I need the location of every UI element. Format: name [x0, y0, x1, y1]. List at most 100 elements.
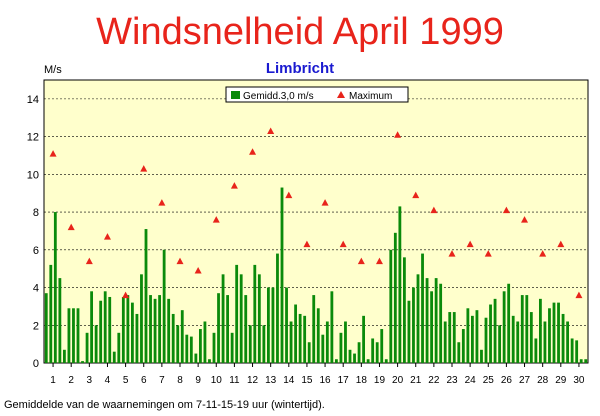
bar — [448, 312, 452, 363]
maximum-marker — [230, 182, 238, 189]
bar — [493, 298, 497, 363]
bar — [149, 295, 152, 363]
maximum-marker — [49, 150, 57, 157]
bar — [108, 296, 112, 363]
x-tick-label: 10 — [211, 375, 223, 386]
maximum-marker — [430, 206, 438, 214]
bar — [90, 291, 94, 363]
maximum-marker — [67, 223, 75, 231]
x-tick-label: 30 — [573, 375, 585, 386]
bar — [393, 232, 397, 363]
maximum-marker — [321, 199, 329, 206]
bar — [167, 298, 171, 363]
bar — [434, 278, 438, 363]
bar — [575, 340, 579, 363]
bar — [516, 321, 520, 363]
x-tick-label: 15 — [301, 375, 313, 386]
bar — [325, 321, 329, 363]
bar — [425, 278, 429, 363]
legend-maximum-swatch — [337, 91, 345, 98]
y-tick-label: 0 — [33, 358, 39, 370]
chart-subtitle: Limbricht — [266, 60, 334, 77]
x-tick-label: 27 — [519, 375, 531, 386]
x-tick-label: 5 — [123, 375, 129, 386]
bar — [520, 295, 524, 363]
bar — [307, 342, 311, 363]
x-tick-label: 16 — [320, 375, 332, 386]
bar — [266, 287, 270, 363]
maximum-marker — [140, 165, 148, 172]
bar — [212, 332, 216, 363]
bar — [525, 295, 529, 363]
bar — [253, 264, 257, 363]
x-tick-label: 12 — [247, 375, 259, 386]
bar — [280, 187, 284, 363]
x-tick-label: 22 — [428, 375, 440, 386]
bar — [198, 329, 202, 363]
bar — [579, 359, 583, 363]
x-tick-label: 1 — [50, 375, 56, 386]
bar — [353, 353, 356, 363]
legend-box — [225, 86, 409, 103]
x-tick-label: 21 — [410, 375, 422, 386]
x-tick-label: 17 — [338, 375, 350, 386]
bar — [285, 287, 288, 363]
bar — [203, 321, 207, 363]
y-tick-label: 12 — [27, 132, 39, 144]
bar — [158, 295, 162, 363]
bar — [130, 302, 134, 363]
x-tick-label: 6 — [141, 375, 147, 386]
bar — [312, 295, 316, 363]
bar — [566, 321, 570, 363]
plot-area — [43, 79, 589, 364]
bar — [557, 302, 560, 363]
bar — [76, 308, 80, 363]
bar — [239, 274, 243, 363]
maximum-marker — [122, 291, 130, 299]
bar — [538, 298, 542, 363]
maximum-markers — [49, 127, 583, 299]
maximum-marker — [394, 131, 402, 138]
bar — [217, 293, 220, 363]
bar — [489, 304, 492, 363]
bar — [339, 332, 343, 363]
maximum-marker — [176, 257, 184, 265]
bar — [303, 315, 307, 363]
x-tick-label: 18 — [356, 375, 368, 386]
bar — [248, 325, 252, 363]
bar — [402, 257, 406, 363]
bar — [498, 325, 502, 363]
bar — [144, 229, 148, 363]
bar — [461, 329, 465, 363]
bar — [81, 361, 84, 363]
bar — [121, 296, 125, 363]
bar — [502, 291, 506, 363]
bar — [271, 287, 275, 363]
chart-title: Windsnelheid April 1999 — [96, 11, 504, 53]
bar — [298, 313, 302, 363]
bar — [321, 334, 325, 363]
bar — [375, 342, 379, 363]
bar — [135, 313, 139, 363]
maximum-marker — [466, 240, 474, 248]
maximum-marker — [212, 216, 220, 223]
bar — [244, 295, 248, 363]
x-tick-label: 9 — [195, 375, 201, 386]
maximum-marker — [267, 127, 275, 134]
bar — [72, 308, 75, 363]
x-tick-label: 3 — [87, 375, 93, 386]
bar — [561, 313, 565, 363]
bar — [117, 332, 121, 363]
bar — [457, 342, 461, 363]
x-tick-label: 13 — [265, 375, 277, 386]
bar — [162, 249, 166, 363]
bar — [475, 310, 479, 363]
x-tick-label: 4 — [105, 375, 111, 386]
bar — [384, 359, 388, 363]
bar — [49, 264, 53, 363]
bar — [380, 329, 384, 363]
y-axis-label: M/s — [44, 64, 62, 76]
bar — [371, 338, 375, 363]
bar — [289, 321, 293, 363]
x-tick-label: 2 — [68, 375, 74, 386]
